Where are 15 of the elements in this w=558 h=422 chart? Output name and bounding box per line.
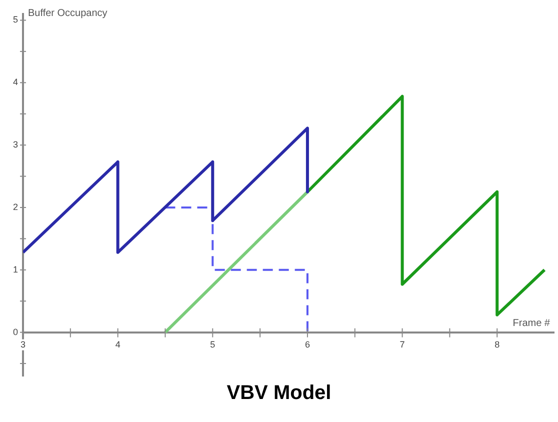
y-tick-label: 2: [12, 202, 18, 212]
x-tick-label: 7: [400, 339, 405, 350]
x-tick-label: 3: [20, 339, 26, 350]
y-axis-title: Buffer Occupancy: [28, 8, 108, 19]
y-tick-label: 3: [12, 140, 18, 150]
y-tick-label: 0: [12, 326, 18, 337]
y-tick-label: 5: [12, 14, 18, 25]
y-tick-label: 1: [12, 264, 18, 274]
x-tick-label: 6: [304, 339, 310, 350]
x-axis-title: Frame #: [512, 318, 550, 330]
x-tick-label: 5: [210, 339, 216, 350]
x-tick-label: 4: [115, 339, 120, 350]
x-tick-label: 8: [494, 339, 500, 350]
y-tick-label: 4: [12, 77, 18, 88]
text: VBV Model: [226, 382, 332, 405]
